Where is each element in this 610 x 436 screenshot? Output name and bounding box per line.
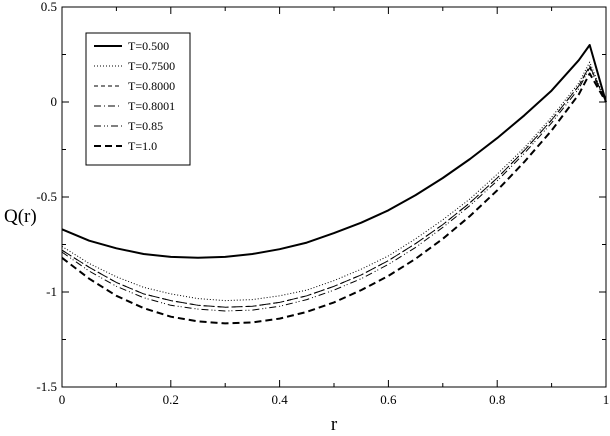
y-tick-label: 0.5 [41,0,57,14]
y-tick-label: 0 [51,94,58,109]
series-line-6 [61,72,607,325]
series-line-3 [61,65,607,308]
series-line-2 [61,61,607,302]
x-tick-label: 0.8 [489,392,505,407]
legend-box [85,32,191,166]
legend-label: T=0.8000 [128,79,175,93]
x-axis-ticks: 0 0.2 0.4 0.6 0.8 1 [59,7,610,407]
legend-label: T=0.85 [128,119,163,133]
legend-label: T=0.8001 [128,99,175,113]
legend: T=0.500 T=0.7500 T=0.8000 T=0.8001 T=0.85 T=1… [85,32,191,166]
x-tick-label: 0.4 [271,392,288,407]
x-axis-title: r [331,414,338,435]
y-tick-label: -1 [46,284,57,299]
y-axis-ticks: 0.5 0 -0.5 -1 -1.5 [36,0,606,394]
x-tick-label: 1 [603,392,610,407]
legend-label: T=0.7500 [128,59,175,73]
y-tick-label: -1.5 [36,379,57,394]
x-tick-label: 0.2 [163,392,179,407]
series-layer [61,44,607,325]
legend-label: T=1.0 [128,139,157,153]
y-tick-label: -0.5 [36,189,57,204]
x-tick-label: 0.6 [380,392,397,407]
x-tick-label: 0 [59,392,66,407]
series-line-1 [61,44,607,259]
y-axis-title: Q(r) [4,206,37,227]
legend-label: T=0.500 [128,39,169,53]
series-line-5 [61,67,607,312]
